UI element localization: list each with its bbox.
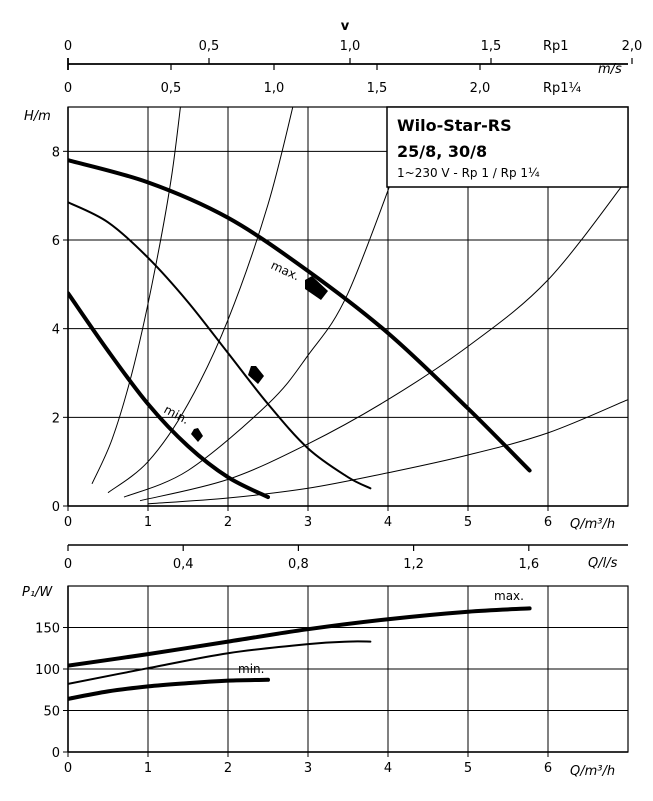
flow-ls-axis: Q/l/s 0 0,4 0,8 1,2 1,6	[64, 544, 628, 572]
flow-ls-tick-label: 0	[64, 557, 72, 572]
series-line-1	[68, 640, 372, 685]
velocity-axis-title: v	[341, 19, 350, 34]
power-tick-labels: 0 1 2 3 4 5 6 0 50 100 150	[35, 622, 552, 777]
x-tick-label: 4	[384, 515, 392, 530]
chart-title: Wilo-Star-RS	[397, 116, 512, 135]
x-tick-label: 0	[64, 515, 72, 530]
head-tick-labels: 0 1 2 3 4 5 6 0 2 4 6 8	[52, 145, 552, 530]
chart-subtitle-models: 25/8, 30/8	[397, 142, 487, 161]
series-line-2	[68, 677, 270, 701]
x-tick-label: 1	[144, 515, 152, 530]
head-x-axis-title: Q/m³/h	[570, 517, 615, 532]
power-y-axis-title: P₁/W	[22, 585, 53, 600]
y-tick-label: 6	[52, 234, 60, 249]
min-speed-marker	[191, 428, 203, 442]
y-tick-label: 100	[35, 663, 60, 678]
head-chart: 0 1 2 3 4 5 6 0 2 4 6 8 Wilo-Star-RS 25/8, 30/8 1~2…	[24, 106, 629, 532]
system-curve	[107, 107, 294, 494]
velocity-axis-unit: m/s	[598, 62, 622, 77]
flow-ls-tick-label: 1,6	[518, 557, 539, 572]
y-tick-label: 4	[52, 323, 60, 338]
flow-ls-tick-label: 0,8	[288, 557, 309, 572]
velocity-tick-label: 2,0	[470, 81, 491, 96]
velocity-tick-label: 2,0	[622, 39, 643, 54]
mid-speed-marker	[248, 366, 264, 384]
y-tick-label: 0	[52, 746, 60, 761]
velocity-tick-label: 0,5	[199, 39, 220, 54]
system-curve	[91, 107, 181, 485]
x-tick-label: 0	[64, 761, 72, 776]
x-tick-label: 6	[544, 761, 552, 776]
max-speed-marker	[305, 276, 328, 300]
flow-ls-tick-label: 0,4	[173, 557, 194, 572]
velocity-tick-label: 1,5	[481, 39, 502, 54]
velocity-row2-pipe: Rp1¼	[543, 81, 582, 96]
head-series	[68, 107, 628, 505]
x-tick-label: 6	[544, 515, 552, 530]
power-x-axis-title: Q/m³/h	[570, 764, 615, 779]
flow-ls-axis-title: Q/l/s	[588, 556, 618, 571]
head-y-axis-title: H/m	[24, 109, 51, 124]
system-curve	[123, 146, 405, 498]
velocity-tick-label: 0	[64, 81, 72, 96]
series-line-0	[68, 606, 532, 668]
x-tick-label: 4	[384, 761, 392, 776]
flow-ls-tick-label: 1,2	[403, 557, 424, 572]
velocity-axis: v m/s Rp1 Rp1¼ 00,51,01,52,02,53,000,51,…	[64, 19, 643, 96]
x-tick-label: 2	[224, 515, 232, 530]
y-tick-label: 8	[52, 145, 60, 160]
velocity-tick-label: 1,5	[367, 81, 388, 96]
x-tick-label: 2	[224, 761, 232, 776]
series-line-2	[68, 291, 270, 500]
y-tick-label: 0	[52, 500, 60, 515]
title-box	[386, 106, 629, 188]
x-tick-label: 3	[304, 761, 312, 776]
x-tick-label: 3	[304, 515, 312, 530]
series-line-0	[68, 158, 532, 473]
x-tick-label: 5	[464, 761, 472, 776]
velocity-tick-label: 0	[64, 39, 72, 54]
power-series	[68, 606, 532, 701]
velocity-tick-label: 1,0	[340, 39, 361, 54]
chart-subtitle-voltage: 1~230 V - Rp 1 / Rp 1¼	[397, 166, 540, 180]
series-line-1	[68, 201, 372, 490]
velocity-tick-label: 1,0	[264, 81, 285, 96]
system-curve	[147, 399, 628, 505]
power-grid	[67, 585, 629, 753]
velocity-tick-label: 0,5	[161, 81, 182, 96]
x-tick-label: 5	[464, 515, 472, 530]
power-min-label: min.	[238, 662, 264, 676]
y-tick-label: 150	[35, 622, 60, 637]
y-tick-label: 2	[52, 411, 60, 426]
power-chart: 0 1 2 3 4 5 6 0 50 100 150 P₁/W Q/m³/h max. min.	[22, 585, 629, 779]
y-tick-label: 50	[43, 705, 60, 720]
power-max-label: max.	[494, 589, 524, 603]
velocity-row1-pipe: Rp1	[543, 39, 569, 54]
x-tick-label: 1	[144, 761, 152, 776]
